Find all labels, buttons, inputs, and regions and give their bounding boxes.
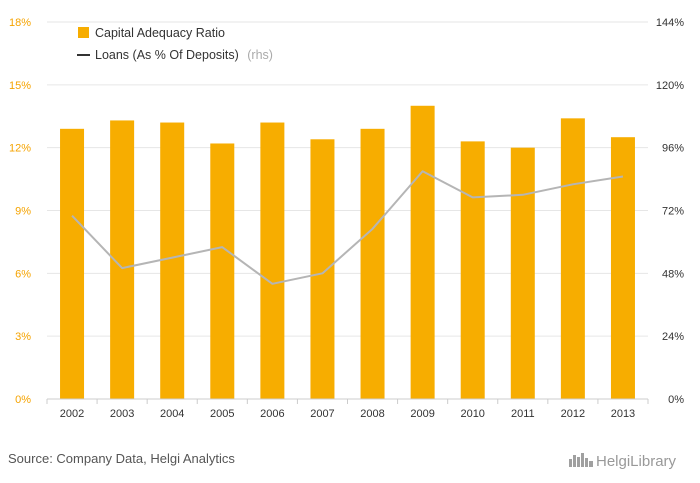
left-tick-label: 18% — [9, 17, 31, 29]
x-tick-label: 2011 — [511, 408, 535, 420]
bar — [510, 147, 535, 399]
footer: Source: Company Data, Helgi Analytics He… — [8, 451, 677, 470]
legend-swatch-capital-adequacy — [78, 27, 89, 38]
x-tick-label: 2010 — [460, 408, 484, 420]
legend-label-loans-group: Loans (As % Of Deposits) (rhs) — [95, 46, 273, 63]
left-tick-label: 12% — [9, 143, 31, 155]
right-tick-label: 48% — [662, 268, 684, 280]
bar — [310, 139, 335, 400]
left-tick-label: 0% — [15, 394, 31, 406]
axes: 0% 3% 6% 9% 12% 15% 18% 0% 24% 48% 72% 96% 120% 144% 2… — [9, 17, 684, 420]
x-tick-label: 2006 — [260, 408, 284, 420]
bar — [260, 122, 285, 400]
left-tick-label: 15% — [9, 80, 31, 92]
grid-lines — [47, 21, 648, 337]
legend-label-loans: Loans (As % Of Deposits) — [95, 48, 239, 62]
bar — [160, 122, 185, 400]
legend: Capital Adequacy Ratio Loans (As % Of De… — [77, 26, 273, 63]
x-tick-label: 2013 — [611, 408, 635, 420]
bar — [560, 118, 585, 399]
x-tick-label: 2004 — [160, 408, 184, 420]
right-tick-label: 96% — [662, 143, 684, 155]
x-tick-label: 2007 — [310, 408, 334, 420]
bar — [360, 128, 385, 400]
x-tick-label: 2012 — [561, 408, 585, 420]
right-tick-label: 24% — [662, 331, 684, 343]
x-tick-label: 2003 — [110, 408, 134, 420]
bar — [210, 143, 235, 399]
right-tick-label: 144% — [656, 17, 684, 29]
right-tick-label: 72% — [662, 206, 684, 218]
source-text: Source: Company Data, Helgi Analytics — [8, 451, 235, 466]
left-tick-label: 6% — [15, 268, 31, 280]
x-tick-label: 2002 — [60, 408, 84, 420]
bar — [610, 137, 635, 399]
right-tick-label: 120% — [656, 80, 684, 92]
bar-series-capital-adequacy — [60, 105, 635, 400]
legend-label-capital-adequacy: Capital Adequacy Ratio — [95, 26, 225, 40]
bar — [460, 141, 485, 399]
bar — [410, 105, 435, 400]
x-tick-label: 2008 — [360, 408, 384, 420]
brand-text: HelgiLibrary — [596, 453, 677, 470]
left-tick-label: 3% — [15, 331, 31, 343]
line-series-loans — [71, 170, 624, 285]
helgi-library-logo-icon — [569, 453, 593, 467]
bar — [60, 128, 85, 400]
left-tick-label: 9% — [15, 206, 31, 218]
x-tick-label: 2009 — [410, 408, 434, 420]
right-tick-label: 0% — [668, 394, 684, 406]
x-tick-label: 2005 — [210, 408, 234, 420]
series-line — [71, 170, 624, 285]
legend-note-rhs: (rhs) — [247, 48, 273, 62]
